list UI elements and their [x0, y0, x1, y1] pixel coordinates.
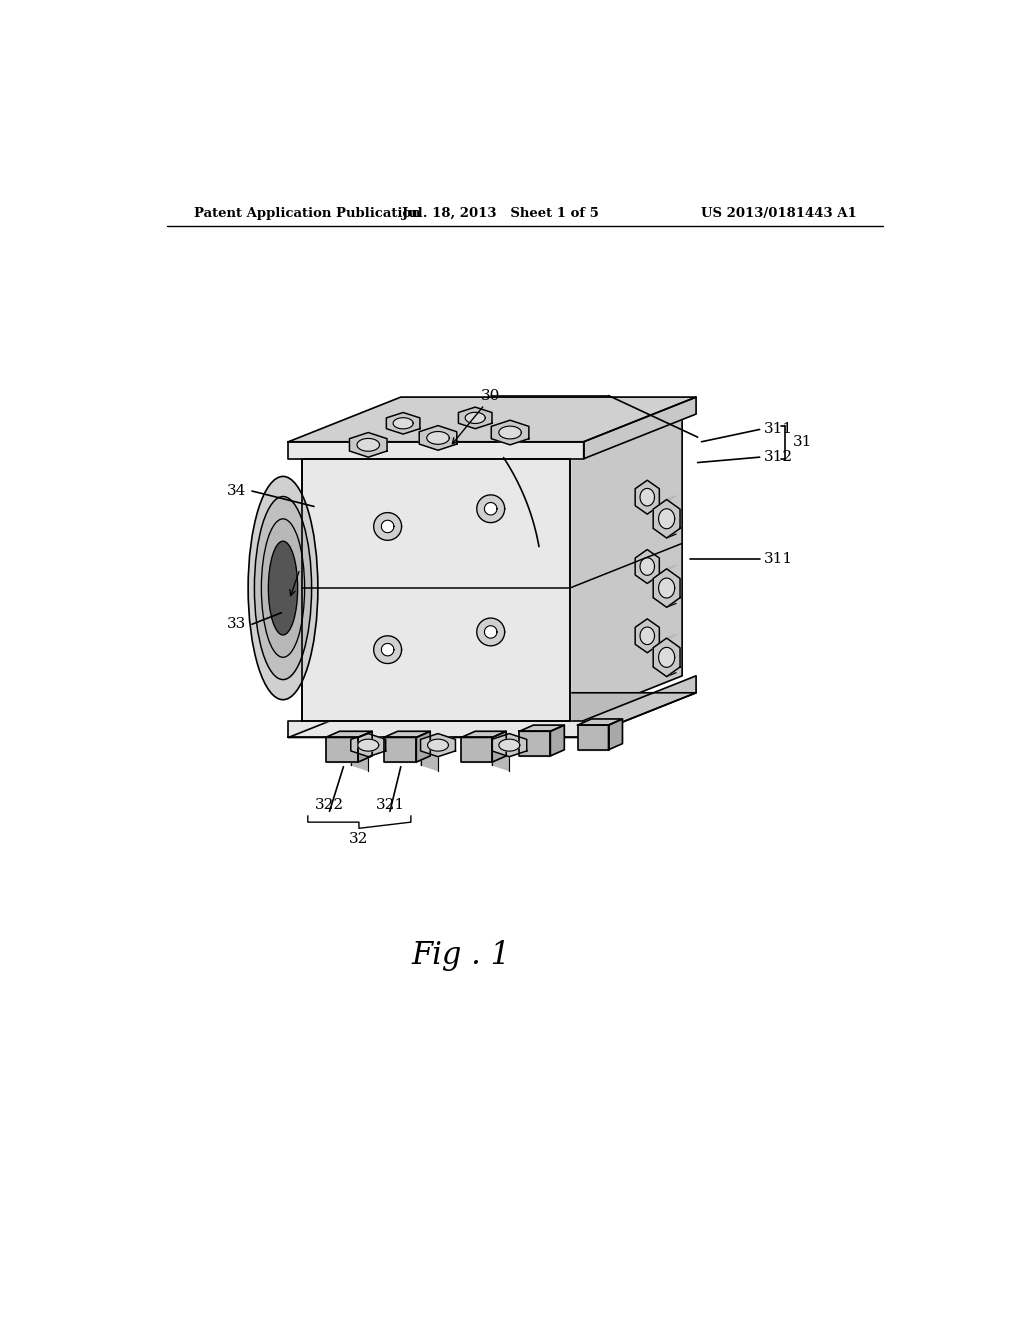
Polygon shape [421, 751, 438, 771]
Polygon shape [584, 676, 696, 738]
Polygon shape [635, 549, 659, 583]
Ellipse shape [261, 519, 304, 657]
Polygon shape [289, 721, 584, 738]
Polygon shape [492, 734, 526, 756]
Polygon shape [499, 426, 521, 440]
Polygon shape [349, 433, 387, 457]
Polygon shape [461, 738, 493, 762]
Text: Patent Application Publication: Patent Application Publication [194, 207, 421, 220]
Polygon shape [635, 480, 659, 515]
Polygon shape [653, 499, 680, 539]
Text: 312: 312 [764, 450, 793, 465]
Polygon shape [351, 751, 369, 771]
Ellipse shape [268, 541, 298, 635]
Polygon shape [357, 438, 380, 451]
Polygon shape [653, 574, 663, 598]
Polygon shape [289, 693, 696, 738]
Polygon shape [459, 407, 492, 429]
Polygon shape [484, 503, 497, 515]
Polygon shape [499, 739, 520, 751]
Polygon shape [653, 663, 676, 677]
Polygon shape [351, 734, 386, 756]
Polygon shape [492, 734, 509, 754]
Polygon shape [384, 738, 417, 762]
Polygon shape [477, 618, 505, 645]
Polygon shape [427, 432, 450, 445]
Polygon shape [578, 719, 623, 725]
Text: US 2013/0181443 A1: US 2013/0181443 A1 [700, 207, 856, 220]
Polygon shape [477, 495, 505, 523]
Polygon shape [640, 557, 654, 576]
Text: 33: 33 [226, 618, 246, 631]
Polygon shape [653, 644, 663, 667]
Polygon shape [289, 442, 584, 459]
Polygon shape [640, 627, 654, 644]
Polygon shape [569, 414, 682, 721]
Polygon shape [653, 506, 663, 528]
Polygon shape [492, 420, 528, 445]
Text: Fig . 1: Fig . 1 [412, 940, 511, 970]
Polygon shape [374, 512, 401, 540]
Polygon shape [302, 459, 569, 721]
Polygon shape [381, 643, 394, 656]
Polygon shape [658, 508, 675, 529]
Polygon shape [428, 739, 449, 751]
Polygon shape [326, 738, 358, 762]
Polygon shape [493, 731, 506, 762]
Polygon shape [519, 731, 550, 756]
Polygon shape [393, 417, 414, 429]
Polygon shape [608, 719, 623, 750]
Polygon shape [358, 731, 372, 762]
Polygon shape [421, 734, 456, 756]
Polygon shape [289, 397, 696, 442]
Text: 30: 30 [481, 388, 501, 403]
Text: 32: 32 [349, 832, 369, 846]
Polygon shape [461, 731, 506, 738]
Polygon shape [578, 725, 608, 750]
Polygon shape [419, 425, 457, 450]
Polygon shape [302, 459, 569, 721]
Polygon shape [484, 626, 497, 638]
Text: 322: 322 [315, 799, 344, 812]
Polygon shape [492, 751, 509, 771]
Polygon shape [384, 731, 430, 738]
Polygon shape [417, 731, 430, 762]
Polygon shape [519, 725, 564, 731]
Text: 311: 311 [764, 422, 793, 437]
Text: 31: 31 [793, 434, 812, 449]
Polygon shape [653, 638, 680, 677]
Ellipse shape [248, 477, 317, 700]
Polygon shape [653, 524, 676, 539]
Polygon shape [326, 731, 372, 738]
Polygon shape [584, 397, 696, 459]
Text: 311: 311 [764, 552, 793, 566]
Polygon shape [653, 565, 676, 578]
Polygon shape [653, 635, 676, 648]
Polygon shape [635, 619, 659, 653]
Polygon shape [550, 725, 564, 756]
Ellipse shape [254, 496, 311, 680]
Polygon shape [374, 636, 401, 664]
Polygon shape [658, 578, 675, 598]
Text: 321: 321 [376, 799, 404, 812]
Polygon shape [302, 414, 682, 459]
Polygon shape [357, 739, 379, 751]
Polygon shape [351, 734, 369, 754]
Polygon shape [640, 488, 654, 506]
Text: Jul. 18, 2013   Sheet 1 of 5: Jul. 18, 2013 Sheet 1 of 5 [401, 207, 598, 220]
Polygon shape [653, 594, 676, 607]
Polygon shape [381, 520, 394, 533]
Polygon shape [465, 412, 485, 424]
Polygon shape [386, 412, 420, 434]
Polygon shape [421, 734, 438, 754]
Text: 34: 34 [226, 484, 246, 498]
Polygon shape [653, 569, 680, 607]
Polygon shape [658, 647, 675, 668]
Polygon shape [653, 496, 676, 510]
